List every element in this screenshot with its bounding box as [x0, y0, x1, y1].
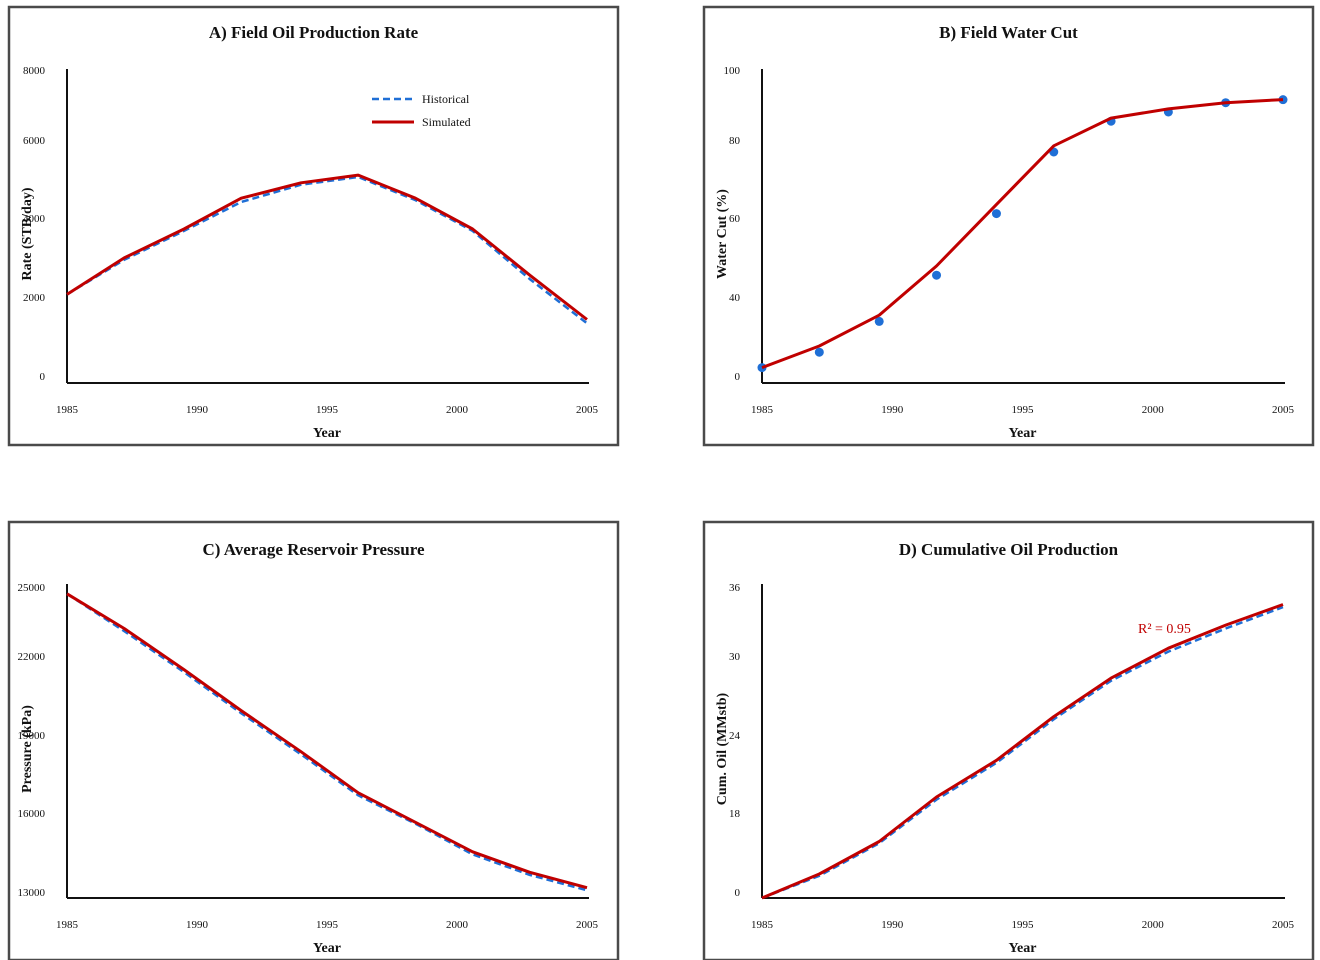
y-tick-label: 60	[729, 213, 741, 225]
chart-panel-1: A) Field Oil Production Rate 1985 1990 1995…	[7, 5, 620, 447]
y-axis-label: Cum. Oil (MMstb)	[715, 692, 730, 805]
x-tick-label: 1985	[751, 919, 774, 931]
chart-title: A) Field Oil Production Rate	[209, 23, 419, 42]
y-tick-label: 100	[724, 65, 741, 77]
x-tick-label: 1995	[1012, 404, 1035, 416]
y-axis-label: Pressure (kPa)	[20, 705, 35, 793]
y-axis-label: Rate (STB/day)	[20, 187, 35, 280]
y-axis-label: Water Cut (%)	[715, 189, 730, 279]
legend-label-historical: Historical	[422, 92, 470, 106]
y-tick-label: 0	[735, 371, 741, 383]
x-tick-label: 2000	[446, 404, 469, 416]
panel-frame	[702, 520, 1315, 960]
x-tick-label: 1995	[1012, 919, 1035, 931]
x-tick-label: 2000	[1142, 919, 1165, 931]
series-line-historical	[66, 175, 588, 325]
panel-frame	[702, 5, 1315, 447]
series-line-historical	[761, 605, 1284, 900]
y-tick-label: 22000	[18, 651, 46, 663]
x-tick-label: 1985	[56, 404, 79, 416]
r-squared-annotation: R² = 0.95	[1138, 622, 1191, 637]
chart-panel-4: D) Cumulative Oil Production 1985 1990 1995…	[702, 520, 1315, 960]
x-tick-label: 2005	[1272, 404, 1295, 416]
series-line-simulated	[761, 603, 1284, 900]
panel-frame	[7, 5, 620, 447]
data-point	[814, 347, 824, 357]
data-point	[932, 270, 942, 280]
y-tick-label: 0	[40, 371, 46, 383]
chart-title: C) Average Reservoir Pressure	[202, 540, 424, 559]
series-line-simulated	[761, 98, 1284, 370]
x-tick-label: 1990	[881, 919, 904, 931]
chart-panel-3: C) Average Reservoir Pressure 1985 1990 199…	[7, 520, 620, 960]
series-line-historical	[66, 592, 588, 892]
y-tick-label: 40	[729, 292, 741, 304]
x-tick-label: 1990	[186, 404, 209, 416]
y-tick-label: 13000	[18, 887, 46, 899]
x-tick-label: 1995	[316, 404, 339, 416]
y-tick-label: 80	[729, 135, 741, 147]
data-point	[991, 209, 1001, 219]
x-tick-label: 2000	[446, 919, 469, 931]
chart-title: D) Cumulative Oil Production	[899, 540, 1119, 559]
x-tick-label: 2000	[1142, 404, 1165, 416]
x-tick-label: 1990	[186, 919, 209, 931]
x-tick-label: 2005	[1272, 919, 1295, 931]
series-line-simulated	[66, 592, 588, 890]
x-axis-label: Year	[313, 941, 341, 956]
x-tick-label: 1995	[316, 919, 339, 931]
x-tick-label: 2005	[576, 404, 599, 416]
y-tick-label: 6000	[23, 135, 46, 147]
y-tick-label: 4000	[23, 213, 46, 225]
panel-frame	[7, 520, 620, 960]
data-point	[874, 316, 884, 326]
x-axis-label: Year	[1009, 426, 1037, 441]
y-tick-label: 19000	[18, 730, 46, 742]
y-tick-label: 8000	[23, 65, 46, 77]
x-tick-label: 1990	[881, 404, 904, 416]
y-tick-label: 18	[729, 808, 741, 820]
x-tick-label: 1985	[56, 919, 79, 931]
y-tick-label: 25000	[18, 582, 46, 594]
chart-title: B) Field Water Cut	[939, 23, 1078, 42]
y-tick-label: 36	[729, 582, 741, 594]
legend-label-simulated: Simulated	[422, 115, 471, 129]
x-tick-label: 2005	[576, 919, 599, 931]
chart-panel-2: B) Field Water Cut 1985 1990 1995 2000 2005 0 4…	[702, 5, 1315, 447]
y-tick-label: 2000	[23, 292, 46, 304]
series-line-simulated	[66, 173, 588, 321]
y-tick-label: 16000	[18, 808, 46, 820]
y-tick-label: 24	[729, 730, 741, 742]
y-tick-label: 30	[729, 651, 741, 663]
y-tick-label: 0	[735, 887, 741, 899]
x-axis-label: Year	[1009, 941, 1037, 956]
x-tick-label: 1985	[751, 404, 774, 416]
x-axis-label: Year	[313, 426, 341, 441]
